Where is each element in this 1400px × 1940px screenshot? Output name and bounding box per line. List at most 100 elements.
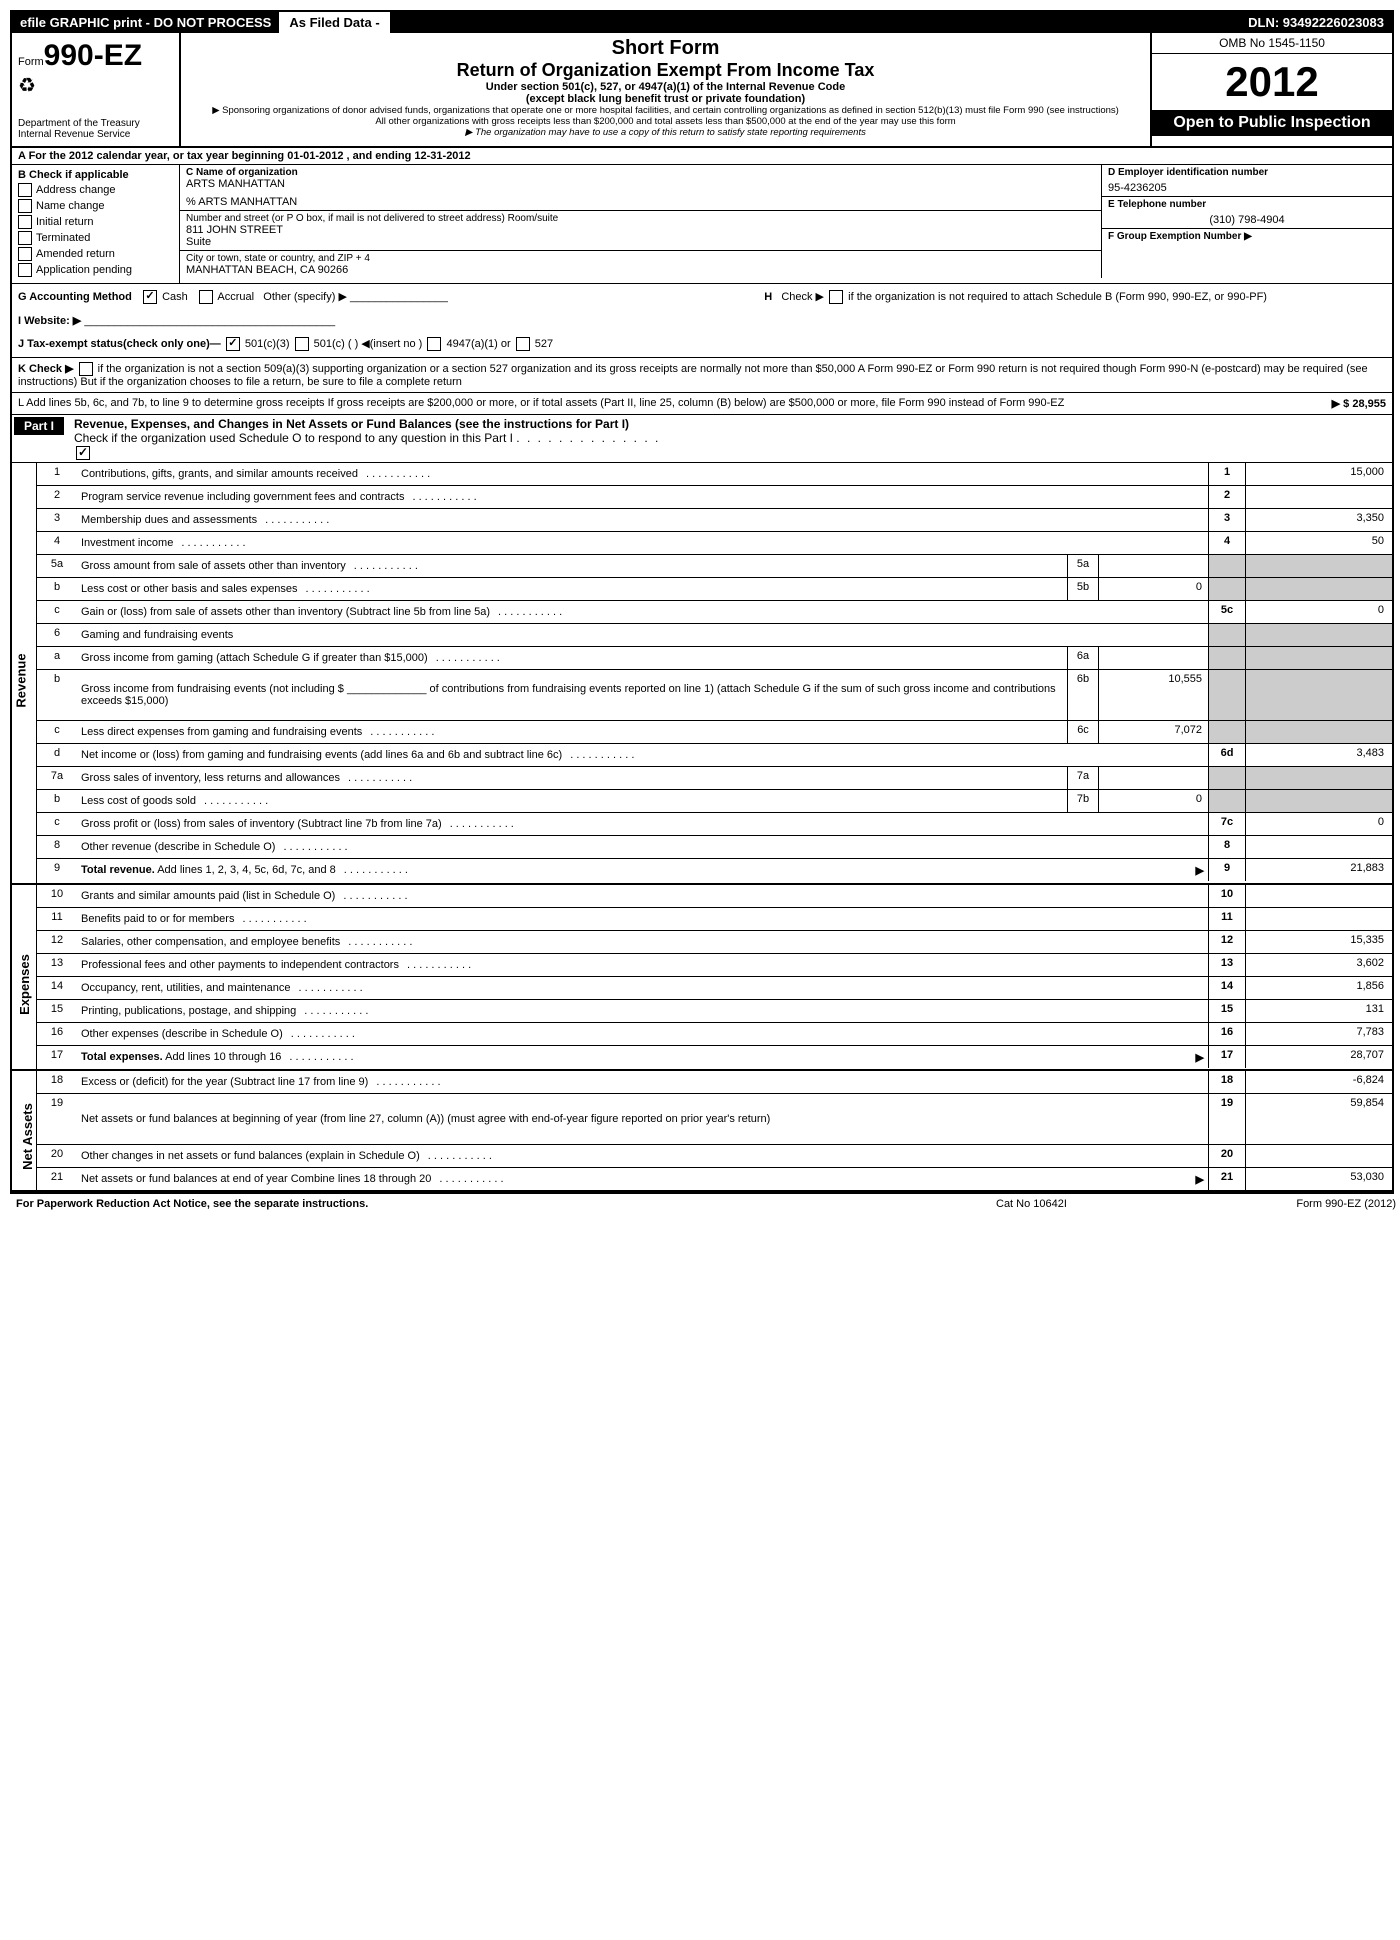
recycle-icon: ♻ [18, 73, 173, 98]
part1-header: Part I Revenue, Expenses, and Changes in… [12, 415, 1392, 463]
value-3: 3,350 [1245, 509, 1392, 531]
value-12: 15,335 [1245, 931, 1392, 953]
line-5a: 5aGross amount from sale of assets other… [37, 555, 1392, 578]
chk-address-change[interactable]: Address change [18, 183, 173, 197]
line-7c: cGross profit or (loss) from sales of in… [37, 813, 1392, 836]
street-address: 811 JOHN STREET [186, 224, 1095, 236]
value-7a [1245, 767, 1392, 789]
chk-527[interactable] [516, 337, 530, 351]
value-18: -6,824 [1245, 1071, 1392, 1093]
section-revenue: Revenue1Contributions, gifts, grants, an… [12, 463, 1392, 885]
line-17: 17Total expenses. Add lines 10 through 1… [37, 1046, 1392, 1068]
org-name-cell: C Name of organization ARTS MANHATTAN % … [180, 165, 1102, 211]
g-label: G Accounting Method [18, 291, 132, 303]
chk-k[interactable] [79, 362, 93, 376]
line-9: 9Total revenue. Add lines 1, 2, 3, 4, 5c… [37, 859, 1392, 881]
street-cell: Number and street (or P O box, if mail i… [180, 211, 1102, 251]
phone-value: (310) 798-4904 [1108, 214, 1386, 226]
ein-cell: D Employer identification number 95-4236… [1102, 165, 1392, 197]
col-c-org-info: C Name of organization ARTS MANHATTAN % … [180, 165, 1102, 283]
chk-cash[interactable] [143, 290, 157, 304]
line-6d: dNet income or (loss) from gaming and fu… [37, 744, 1392, 767]
row-k: K Check ▶ if the organization is not a s… [12, 358, 1392, 393]
chk-501c[interactable] [295, 337, 309, 351]
row-a-pre: A For the 2012 calendar year, or tax yea… [18, 150, 287, 162]
value-19: 59,854 [1245, 1094, 1392, 1144]
value-10 [1245, 885, 1392, 907]
accounting-website-block: G Accounting Method Cash Accrual Other (… [18, 290, 764, 351]
subtitle-1: Under section 501(c), 527, or 4947(a)(1)… [185, 81, 1146, 93]
chk-part1-scho[interactable] [76, 446, 90, 460]
tax-year: 2012 [1152, 54, 1392, 110]
side-label-netassets: Net Assets [12, 1071, 37, 1190]
line-6: 6Gaming and fundraising events [37, 624, 1392, 647]
line-12: 12Salaries, other compensation, and empl… [37, 931, 1392, 954]
value-7c: 0 [1245, 813, 1392, 835]
value-7b [1245, 790, 1392, 812]
form-ref: Form 990-EZ (2012) [1196, 1198, 1396, 1210]
line-6b: bGross income from fundraising events (n… [37, 670, 1392, 721]
value-6c [1245, 721, 1392, 743]
value-2 [1245, 486, 1392, 508]
line-11: 11Benefits paid to or for members . . . … [37, 908, 1392, 931]
value-11 [1245, 908, 1392, 930]
part1-label: Part I [14, 417, 64, 435]
line-2: 2Program service revenue including gover… [37, 486, 1392, 509]
row-a: A For the 2012 calendar year, or tax yea… [12, 148, 1392, 165]
chk-name-change[interactable]: Name change [18, 199, 173, 213]
part1-title: Revenue, Expenses, and Changes in Net As… [74, 417, 629, 431]
page-footer: For Paperwork Reduction Act Notice, see … [10, 1194, 1400, 1214]
value-17: 28,707 [1245, 1046, 1392, 1068]
chk-4947[interactable] [427, 337, 441, 351]
main-table: Revenue1Contributions, gifts, grants, an… [12, 463, 1392, 1192]
note-2: All other organizations with gross recei… [185, 116, 1146, 127]
value-20 [1245, 1145, 1392, 1167]
chk-501c3[interactable] [226, 337, 240, 351]
section-bcd: B Check if applicable Address change Nam… [12, 165, 1392, 284]
line-21: 21Net assets or fund balances at end of … [37, 1168, 1392, 1190]
open-to-public: Open to Public Inspection [1152, 110, 1392, 136]
row-a-mid: , and ending [347, 150, 415, 162]
as-filed-label: As Filed Data - [281, 12, 389, 33]
col-b-checkboxes: B Check if applicable Address change Nam… [12, 165, 180, 283]
j-label: J Tax-exempt status(check only one)— [18, 338, 221, 350]
value-8 [1245, 836, 1392, 858]
org-name: ARTS MANHATTAN [186, 178, 1095, 190]
line-6a: aGross income from gaming (attach Schedu… [37, 647, 1392, 670]
year-block: OMB No 1545-1150 2012 Open to Public Ins… [1150, 33, 1392, 146]
line-16: 16Other expenses (describe in Schedule O… [37, 1023, 1392, 1046]
value-21: 53,030 [1245, 1168, 1392, 1190]
dln-label: DLN: 93492226023083 [1240, 12, 1392, 33]
line-6c: cLess direct expenses from gaming and fu… [37, 721, 1392, 744]
line-4: 4Investment income . . . . . . . . . . .… [37, 532, 1392, 555]
line-1: 1Contributions, gifts, grants, and simil… [37, 463, 1392, 486]
value-6d: 3,483 [1245, 744, 1392, 766]
note-3: ▶ The organization may have to use a cop… [185, 127, 1146, 138]
chk-terminated[interactable]: Terminated [18, 231, 173, 245]
chk-initial-return[interactable]: Initial return [18, 215, 173, 229]
section-expenses: Expenses10Grants and similar amounts pai… [12, 885, 1392, 1071]
line-7a: 7aGross sales of inventory, less returns… [37, 767, 1392, 790]
value-6b [1245, 670, 1392, 720]
chk-accrual[interactable] [199, 290, 213, 304]
line-15: 15Printing, publications, postage, and s… [37, 1000, 1392, 1023]
subtitle-2: (except black lung benefit trust or priv… [185, 93, 1146, 105]
row-l: L Add lines 5b, 6c, and 7b, to line 9 to… [12, 393, 1392, 415]
line-8: 8Other revenue (describe in Schedule O) … [37, 836, 1392, 859]
ein-value: 95-4236205 [1108, 182, 1386, 194]
value-16: 7,783 [1245, 1023, 1392, 1045]
line-13: 13Professional fees and other payments t… [37, 954, 1392, 977]
form-id-block: Form990-EZ ♻ Department of the Treasury … [12, 33, 181, 146]
main-title: Return of Organization Exempt From Incom… [185, 60, 1146, 81]
line-18: 18Excess or (deficit) for the year (Subt… [37, 1071, 1392, 1094]
form-prefix: Form [18, 56, 44, 68]
chk-application-pending[interactable]: Application pending [18, 263, 173, 277]
paperwork-notice: For Paperwork Reduction Act Notice, see … [16, 1198, 996, 1210]
omb-number: OMB No 1545-1150 [1152, 33, 1392, 54]
chk-amended[interactable]: Amended return [18, 247, 173, 261]
value-6 [1245, 624, 1392, 646]
tax-year-begin: 01-01-2012 [287, 150, 343, 162]
chk-h[interactable] [829, 290, 843, 304]
value-15: 131 [1245, 1000, 1392, 1022]
line-5b: bLess cost or other basis and sales expe… [37, 578, 1392, 601]
